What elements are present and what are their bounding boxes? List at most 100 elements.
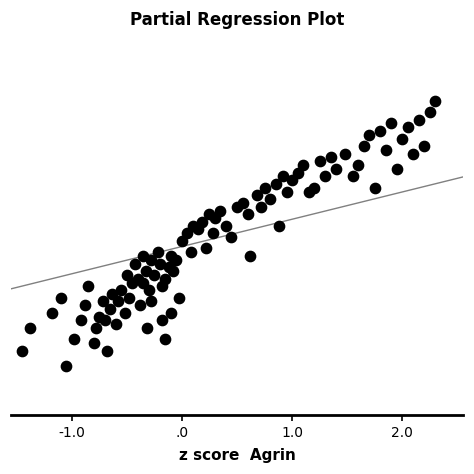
Point — [139, 252, 147, 260]
Point — [299, 161, 307, 169]
Point — [272, 180, 279, 188]
Point — [169, 267, 177, 275]
Point — [253, 191, 261, 199]
Point — [266, 195, 274, 203]
Point — [84, 283, 92, 290]
Point — [393, 165, 401, 173]
Point — [275, 222, 283, 229]
Point — [209, 229, 217, 237]
Point — [305, 188, 312, 195]
Point — [107, 305, 114, 313]
Point — [18, 347, 26, 355]
Point — [162, 336, 169, 343]
Point — [125, 294, 133, 301]
Point — [123, 271, 131, 279]
Point — [109, 290, 116, 298]
Point — [244, 210, 252, 218]
Point — [165, 264, 173, 271]
Point — [387, 119, 395, 127]
Point — [288, 176, 296, 184]
Point — [257, 203, 265, 210]
Point — [198, 218, 206, 226]
Point — [63, 362, 70, 370]
Point — [420, 142, 428, 150]
Point — [211, 214, 219, 222]
Point — [134, 275, 142, 283]
Point — [147, 298, 155, 305]
Point — [118, 286, 125, 294]
Point — [426, 108, 434, 116]
Point — [147, 256, 155, 264]
Point — [189, 222, 197, 229]
Point — [131, 260, 138, 267]
Point — [48, 309, 55, 317]
Point — [70, 336, 78, 343]
Point — [136, 301, 144, 309]
Point — [341, 150, 349, 157]
Point — [415, 116, 423, 123]
Point — [26, 324, 34, 332]
Point — [187, 248, 194, 256]
Point — [77, 317, 84, 324]
Point — [371, 184, 379, 191]
Point — [145, 286, 153, 294]
Point — [183, 229, 191, 237]
Point — [173, 256, 180, 264]
Point — [316, 157, 323, 165]
Point — [246, 252, 254, 260]
Point — [90, 339, 98, 347]
Point — [121, 309, 128, 317]
X-axis label: z score  Agrin: z score Agrin — [179, 448, 295, 463]
Point — [156, 260, 164, 267]
Point — [294, 169, 301, 176]
Point — [202, 245, 210, 252]
Point — [81, 301, 89, 309]
Point — [280, 173, 287, 180]
Point — [114, 298, 122, 305]
Point — [162, 275, 169, 283]
Point — [355, 161, 362, 169]
Point — [158, 317, 166, 324]
Title: Partial Regression Plot: Partial Regression Plot — [130, 11, 344, 29]
Point — [158, 283, 166, 290]
Point — [139, 279, 147, 286]
Point — [410, 150, 417, 157]
Point — [151, 271, 158, 279]
Point — [142, 267, 149, 275]
Point — [167, 252, 175, 260]
Point — [399, 135, 406, 142]
Point — [332, 165, 340, 173]
Point — [95, 313, 103, 320]
Point — [57, 294, 64, 301]
Point — [112, 320, 119, 328]
Point — [128, 279, 136, 286]
Point — [178, 237, 186, 245]
Point — [349, 173, 356, 180]
Point — [310, 184, 318, 191]
Point — [99, 298, 106, 305]
Point — [195, 226, 202, 233]
Point — [217, 207, 224, 214]
Point — [431, 97, 439, 104]
Point — [206, 210, 213, 218]
Point — [321, 173, 329, 180]
Point — [222, 222, 230, 229]
Point — [92, 324, 100, 332]
Point — [233, 203, 241, 210]
Point — [365, 131, 373, 138]
Point — [327, 154, 335, 161]
Point — [382, 146, 390, 154]
Point — [404, 123, 411, 131]
Point — [175, 294, 182, 301]
Point — [261, 184, 268, 191]
Point — [376, 127, 384, 135]
Point — [228, 233, 235, 241]
Point — [103, 347, 111, 355]
Point — [283, 188, 291, 195]
Point — [167, 309, 175, 317]
Point — [101, 317, 109, 324]
Point — [143, 324, 150, 332]
Point — [154, 248, 162, 256]
Point — [239, 199, 246, 207]
Point — [360, 142, 367, 150]
